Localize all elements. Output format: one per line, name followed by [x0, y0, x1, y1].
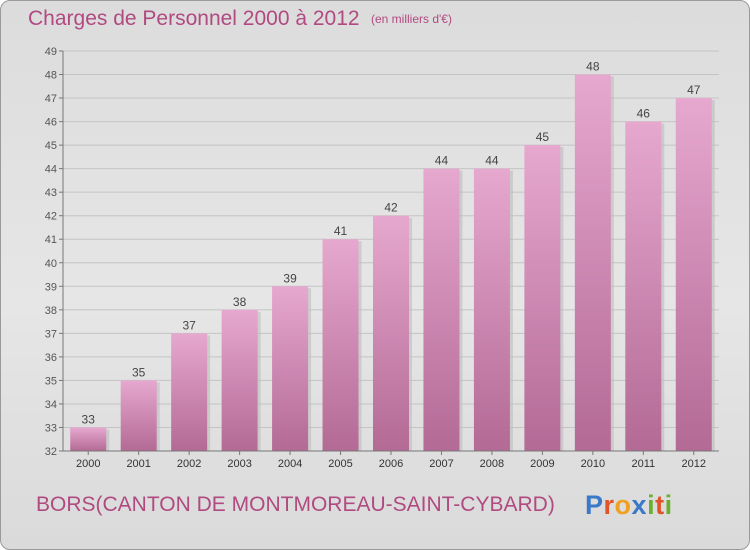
- data-label: 37: [182, 318, 196, 332]
- bar: [70, 427, 107, 451]
- y-tick-label: 43: [45, 187, 57, 199]
- x-tick-label: 2002: [177, 458, 201, 470]
- logo-letter: x: [631, 490, 648, 520]
- data-labels: 33 35 37 38 39 41 42 44 44 45 48 46 47: [82, 60, 701, 427]
- proxiti-logo[interactable]: Proxiti: [585, 490, 673, 521]
- bar: [524, 145, 561, 451]
- data-label: 47: [687, 83, 701, 97]
- data-label: 44: [485, 154, 499, 168]
- logo-letter: t: [655, 490, 665, 520]
- y-tick-label: 34: [45, 399, 57, 411]
- bar: [171, 333, 208, 451]
- x-tick-label: 2008: [480, 458, 504, 470]
- logo-letter: o: [614, 490, 632, 520]
- y-tick-label: 33: [45, 422, 57, 434]
- bar: [272, 286, 309, 451]
- y-tick-label: 49: [45, 46, 57, 58]
- x-tick-label: 2009: [530, 458, 554, 470]
- chart-title: Charges de Personnel 2000 à 2012: [28, 7, 360, 30]
- bar: [373, 215, 409, 451]
- x-tick-label: 2012: [682, 458, 706, 470]
- bar: [322, 239, 359, 451]
- x-tick-label: 2001: [126, 458, 150, 470]
- y-tick-label: 37: [45, 328, 57, 340]
- data-label: 46: [637, 107, 651, 121]
- y-tick-label: 47: [45, 93, 57, 105]
- bar: [574, 74, 611, 451]
- x-tick-label: 2006: [379, 458, 403, 470]
- x-tick-label: 2000: [76, 458, 100, 470]
- y-tick-label: 38: [45, 305, 57, 317]
- data-label: 35: [132, 365, 146, 379]
- bar: [221, 309, 258, 451]
- x-tick-label: 2004: [278, 458, 302, 470]
- bar: [473, 168, 510, 451]
- data-label: 33: [82, 412, 96, 426]
- y-tick-label: 44: [45, 164, 57, 176]
- data-label: 45: [536, 130, 550, 144]
- x-tick-label: 2011: [631, 458, 655, 470]
- y-tick-label: 32: [45, 446, 57, 458]
- logo-letter: i: [664, 490, 673, 520]
- y-tick-label: 46: [45, 117, 57, 129]
- x-axis: 2000 2001 2002 2003 2004 2005 2006 2007 2008 2009…: [63, 450, 719, 470]
- x-tick-label: 2005: [328, 458, 352, 470]
- data-label: 44: [435, 154, 449, 168]
- bar: [625, 121, 662, 452]
- data-label: 38: [233, 295, 247, 309]
- logo-letter: P: [585, 490, 604, 520]
- chart-unit: (en milliers d'€): [371, 12, 452, 26]
- x-tick-label: 2010: [581, 458, 605, 470]
- data-label: 42: [384, 201, 398, 215]
- data-label: 39: [283, 271, 297, 285]
- bar: [120, 380, 157, 451]
- x-tick-label: 2003: [227, 458, 251, 470]
- bar: [423, 168, 460, 451]
- y-tick-label: 39: [45, 281, 57, 293]
- y-tick-label: 36: [45, 352, 57, 364]
- y-tick-label: 42: [45, 211, 57, 223]
- data-label: 48: [586, 60, 600, 74]
- commune-name: BORS(CANTON DE MONTMOREAU-SAINT-CYBARD): [36, 493, 555, 516]
- bars: [70, 74, 715, 452]
- y-tick-label: 48: [45, 70, 57, 82]
- x-tick-label: 2007: [429, 458, 453, 470]
- logo-letter: r: [603, 490, 615, 520]
- y-tick-label: 40: [45, 258, 57, 270]
- y-tick-label: 35: [45, 375, 57, 387]
- y-tick-label: 41: [45, 234, 57, 246]
- bar: [675, 98, 712, 451]
- y-tick-label: 45: [45, 140, 57, 152]
- data-label: 41: [334, 224, 348, 238]
- logo-letter: i: [647, 490, 656, 520]
- y-axis: 32 33 34 35 36 37 38 39 40 41 42 43 44 45 46 47 48 49: [45, 46, 64, 458]
